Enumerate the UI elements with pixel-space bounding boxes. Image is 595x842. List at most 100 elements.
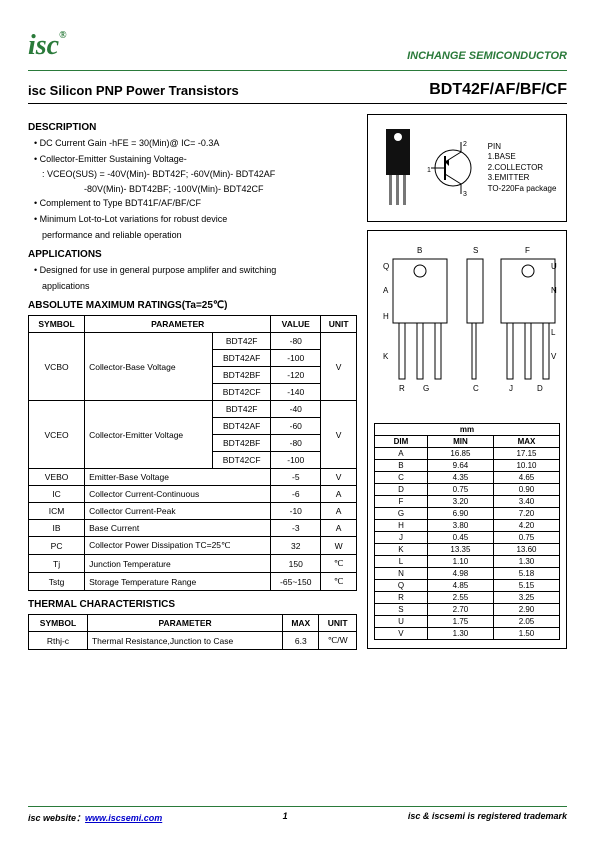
dim-cell: 5.18 (493, 568, 559, 580)
cell: -40 (271, 401, 321, 418)
logo: isc® (28, 30, 67, 62)
cell: -120 (271, 367, 321, 384)
cell: ℃ (321, 555, 357, 573)
desc-sub: -80V(Min)- BDT42BF; -100V(Min)- BDT42CF (84, 183, 357, 196)
part-number: BDT42F/AF/BF/CF (429, 81, 567, 99)
dim-cell: 4.98 (427, 568, 493, 580)
app-bullet: Designed for use in general purpose ampl… (34, 264, 357, 277)
cell: Collector-Emitter Voltage (85, 401, 213, 469)
cell: BDT42BF (213, 367, 271, 384)
col-symbol: SYMBOL (29, 316, 85, 333)
cell: BDT42F (213, 333, 271, 350)
dim-cell: 0.75 (493, 532, 559, 544)
thermal-heading: THERMAL CHARACTERISTICS (28, 599, 357, 610)
dim-cell: 4.20 (493, 520, 559, 532)
dim-cell: 3.80 (427, 520, 493, 532)
svg-text:2: 2 (463, 141, 467, 148)
footer-left: isc website：www.iscsemi.com (28, 811, 162, 824)
dim-cell: 13.35 (427, 544, 493, 556)
dim-cell: A (375, 448, 428, 460)
dim-cell: 3.40 (493, 496, 559, 508)
dim-cell: 13.60 (493, 544, 559, 556)
col-symbol: SYMBOL (29, 615, 88, 632)
svg-text:G: G (423, 384, 429, 393)
svg-text:S: S (473, 246, 478, 255)
dim-cell: 0.75 (427, 484, 493, 496)
dim-cell: G (375, 508, 428, 520)
package-diagram: 1 2 3 1 2 3 PIN 1.BASE 2.COLLECTOR 3.EMI… (367, 114, 567, 222)
dim-cell: K (375, 544, 428, 556)
cell: BDT42AF (213, 418, 271, 435)
dim-cell: 2.55 (427, 592, 493, 604)
cell: PC (29, 537, 85, 555)
svg-text:R: R (399, 384, 405, 393)
dim-cell: Q (375, 580, 428, 592)
cell: BDT42AF (213, 350, 271, 367)
cell: -80 (271, 333, 321, 350)
dim-cell: V (375, 628, 428, 640)
dim-col: MAX (493, 436, 559, 448)
cell: Collector Power Dissipation TC=25℃ (85, 537, 271, 555)
cell: ℃ (321, 573, 357, 591)
page-number: 1 (283, 811, 288, 824)
desc-bullet: Collector-Emitter Sustaining Voltage- (34, 153, 357, 166)
svg-text:1: 1 (427, 167, 431, 174)
svg-text:A: A (383, 286, 389, 295)
footer-label: isc website： (28, 813, 85, 823)
cell: Base Current (85, 520, 271, 537)
cell: VCEO (29, 401, 85, 469)
outline-drawing: B S F Q A H K U N L V R G C J D mm DIM (367, 230, 567, 649)
dim-cell: S (375, 604, 428, 616)
cell: A (321, 520, 357, 537)
desc-bullet: Minimum Lot-to-Lot variations for robust… (34, 213, 357, 226)
col-param: PARAMETER (87, 615, 282, 632)
dim-cell: 16.85 (427, 448, 493, 460)
cell: IB (29, 520, 85, 537)
cell: VCBO (29, 333, 85, 401)
svg-text:H: H (383, 312, 389, 321)
cell: W (321, 537, 357, 555)
cell: -3 (271, 520, 321, 537)
svg-text:B: B (417, 246, 422, 255)
pin-item: 1.BASE (488, 152, 557, 162)
cell: -10 (271, 503, 321, 520)
cell: -60 (271, 418, 321, 435)
cell: -6 (271, 486, 321, 503)
dim-cell: N (375, 568, 428, 580)
dim-cell: 3.25 (493, 592, 559, 604)
cell: IC (29, 486, 85, 503)
desc-sub: performance and reliable operation (42, 229, 357, 242)
cell: Tstg (29, 573, 85, 591)
cell: A (321, 486, 357, 503)
cell: Collector Current-Peak (85, 503, 271, 520)
mechanical-outline-icon: B S F Q A H K U N L V R G C J D (377, 239, 557, 419)
cell: 32 (271, 537, 321, 555)
pin-item: 2.COLLECTOR (488, 163, 557, 173)
cell: -100 (271, 350, 321, 367)
svg-text:L: L (551, 328, 556, 337)
footer-link[interactable]: www.iscsemi.com (85, 813, 162, 823)
pin-label: PIN (488, 142, 557, 152)
cell: ICM (29, 503, 85, 520)
dim-cell: 6.90 (427, 508, 493, 520)
dim-cell: J (375, 532, 428, 544)
dim-cell: U (375, 616, 428, 628)
header-rule (28, 70, 567, 71)
col-value: VALUE (271, 316, 321, 333)
pin-item: 3.EMITTER (488, 173, 557, 183)
title-rule (28, 103, 567, 104)
dim-cell: D (375, 484, 428, 496)
footer: isc website：www.iscsemi.com 1 isc & iscs… (28, 806, 567, 824)
dimension-table: mm DIM MIN MAX A16.8517.15B9.6410.10C4.3… (374, 423, 560, 640)
cell: Emitter-Base Voltage (85, 469, 271, 486)
company-name: INCHANGE SEMICONDUCTOR (407, 50, 567, 62)
cell: A (321, 503, 357, 520)
cell: V (321, 401, 357, 469)
dim-cell: 0.90 (493, 484, 559, 496)
cell: Collector-Base Voltage (85, 333, 213, 401)
logo-text: isc (28, 30, 59, 61)
svg-text:J: J (509, 384, 513, 393)
cell: Rthj-c (29, 632, 88, 650)
dim-cell: 4.85 (427, 580, 493, 592)
dim-cell: 0.45 (427, 532, 493, 544)
